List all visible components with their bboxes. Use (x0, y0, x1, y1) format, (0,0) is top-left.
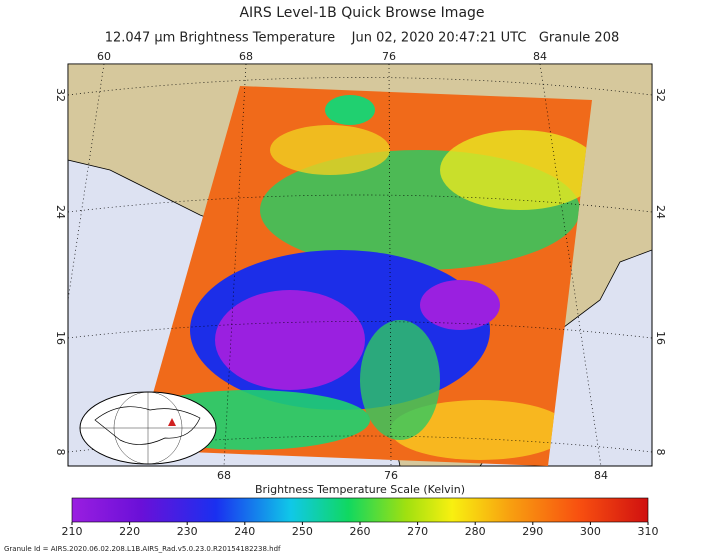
colorbar-label: 230 (177, 525, 198, 538)
colorbar-label: 280 (465, 525, 486, 538)
colorbar-label: 260 (350, 525, 371, 538)
lon-label: 60 (97, 50, 111, 63)
colorbar-label: 270 (407, 525, 428, 538)
colorbar-title: Brightness Temperature Scale (Kelvin) (255, 483, 465, 496)
lon-label: 68 (217, 469, 231, 482)
colorbar-label: 250 (292, 525, 313, 538)
colorbar-label: 220 (119, 525, 140, 538)
graticule (67, 63, 653, 467)
swath (137, 86, 592, 466)
colorbar-label: 300 (580, 525, 601, 538)
colorbar (71, 497, 649, 523)
granule-id: Granule Id = AIRS.2020.06.02.208.L1B.AIR… (4, 545, 281, 553)
lon-label: 84 (533, 50, 547, 63)
lat-label: 24 (54, 205, 67, 219)
lat-label: 32 (54, 88, 67, 102)
inset-globe (79, 391, 217, 465)
lat-label: 32 (654, 88, 667, 102)
lon-label: 84 (594, 469, 608, 482)
lat-label: 16 (654, 331, 667, 345)
map (67, 63, 653, 467)
lon-label: 68 (239, 50, 253, 63)
lat-label: 24 (654, 205, 667, 219)
subtitle: 12.047 μm Brightness Temperature Jun 02,… (105, 31, 620, 46)
lat-label: 8 (54, 449, 67, 456)
lat-label: 16 (54, 331, 67, 345)
colorbar-label: 210 (62, 525, 83, 538)
lat-label: 8 (654, 449, 667, 456)
colorbar-label: 240 (234, 525, 255, 538)
colorbar-label: 290 (522, 525, 543, 538)
title: AIRS Level-1B Quick Browse Image (239, 5, 484, 21)
lon-label: 76 (382, 50, 396, 63)
lon-label: 76 (384, 469, 398, 482)
colorbar-label: 310 (638, 525, 659, 538)
